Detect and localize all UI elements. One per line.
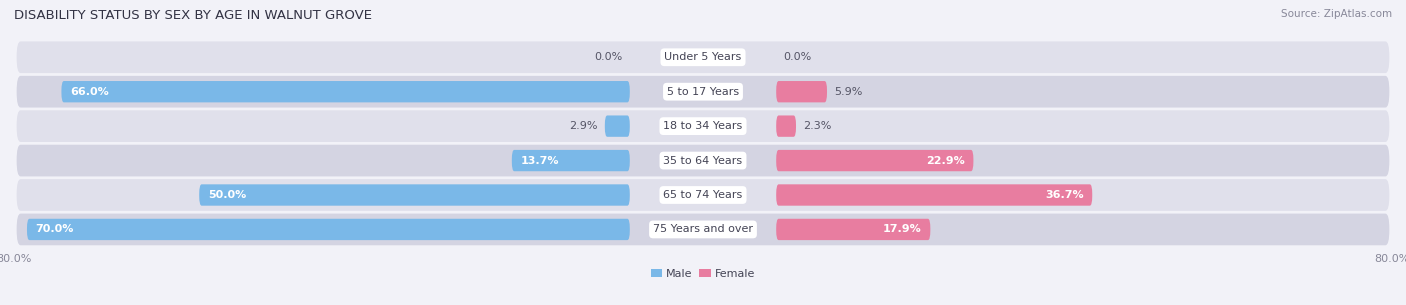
FancyBboxPatch shape: [776, 150, 973, 171]
Text: 0.0%: 0.0%: [783, 52, 811, 62]
FancyBboxPatch shape: [17, 145, 1389, 176]
Text: 2.3%: 2.3%: [803, 121, 831, 131]
Text: 22.9%: 22.9%: [927, 156, 965, 166]
FancyBboxPatch shape: [512, 150, 630, 171]
FancyBboxPatch shape: [776, 184, 1092, 206]
Text: 5 to 17 Years: 5 to 17 Years: [666, 87, 740, 97]
Text: 17.9%: 17.9%: [883, 224, 922, 235]
Text: 36.7%: 36.7%: [1045, 190, 1084, 200]
Text: 65 to 74 Years: 65 to 74 Years: [664, 190, 742, 200]
Text: Source: ZipAtlas.com: Source: ZipAtlas.com: [1281, 9, 1392, 19]
FancyBboxPatch shape: [62, 81, 630, 102]
FancyBboxPatch shape: [200, 184, 630, 206]
Text: 2.9%: 2.9%: [569, 121, 598, 131]
Text: 66.0%: 66.0%: [70, 87, 108, 97]
Text: 70.0%: 70.0%: [35, 224, 75, 235]
Text: DISABILITY STATUS BY SEX BY AGE IN WALNUT GROVE: DISABILITY STATUS BY SEX BY AGE IN WALNU…: [14, 9, 373, 22]
FancyBboxPatch shape: [776, 116, 796, 137]
FancyBboxPatch shape: [776, 81, 827, 102]
FancyBboxPatch shape: [17, 179, 1389, 211]
Legend: Male, Female: Male, Female: [647, 264, 759, 283]
FancyBboxPatch shape: [17, 76, 1389, 108]
Text: 0.0%: 0.0%: [595, 52, 623, 62]
FancyBboxPatch shape: [776, 219, 931, 240]
Text: 50.0%: 50.0%: [208, 190, 246, 200]
Text: Under 5 Years: Under 5 Years: [665, 52, 741, 62]
FancyBboxPatch shape: [605, 116, 630, 137]
Text: 35 to 64 Years: 35 to 64 Years: [664, 156, 742, 166]
FancyBboxPatch shape: [17, 214, 1389, 245]
Text: 75 Years and over: 75 Years and over: [652, 224, 754, 235]
Text: 13.7%: 13.7%: [520, 156, 560, 166]
FancyBboxPatch shape: [27, 219, 630, 240]
Text: 18 to 34 Years: 18 to 34 Years: [664, 121, 742, 131]
Text: 5.9%: 5.9%: [834, 87, 862, 97]
FancyBboxPatch shape: [17, 41, 1389, 73]
FancyBboxPatch shape: [17, 110, 1389, 142]
